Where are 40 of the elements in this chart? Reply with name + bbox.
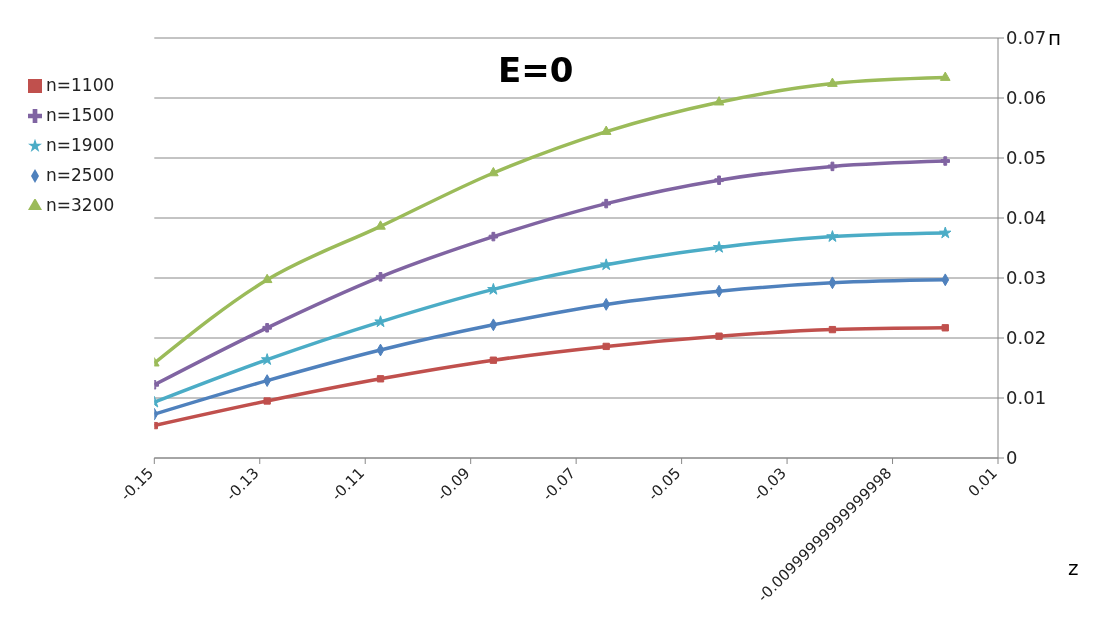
point — [940, 156, 951, 166]
legend-label: n=3200 — [46, 195, 115, 215]
point — [827, 161, 838, 172]
point — [602, 342, 610, 351]
y-tick-label: 0.06 — [1006, 87, 1047, 109]
point — [826, 230, 839, 242]
point — [939, 71, 951, 81]
point — [715, 332, 723, 340]
point — [488, 231, 499, 242]
point — [262, 323, 272, 333]
point — [714, 175, 724, 185]
y-tick-label: 0.04 — [1006, 207, 1047, 229]
point — [375, 272, 386, 282]
legend-label: n=1100 — [46, 75, 115, 95]
legend-label: n=2500 — [46, 165, 115, 185]
chart-title: E=0 — [498, 50, 574, 90]
point — [488, 166, 499, 177]
point — [489, 356, 498, 364]
point — [712, 240, 726, 253]
y-tick-label: 0.05 — [1006, 147, 1047, 169]
point — [260, 353, 274, 365]
y-tick-label: 0.03 — [1006, 267, 1047, 289]
y-tick-label: 0.07 — [1006, 27, 1047, 49]
y-tick-label: 0 — [1006, 447, 1018, 469]
point — [941, 324, 949, 332]
point — [713, 96, 725, 106]
point — [827, 77, 838, 87]
point — [600, 125, 612, 135]
y-tick-label: 0.01 — [1006, 387, 1047, 409]
point — [263, 397, 271, 405]
point — [376, 375, 385, 383]
legend-label: n=1500 — [46, 105, 115, 125]
legend-label: n=1900 — [46, 135, 115, 155]
point — [939, 226, 952, 239]
point — [375, 220, 386, 230]
x-axis-title: z — [1068, 556, 1079, 580]
y-axis-title: п — [1048, 26, 1062, 50]
point — [828, 325, 837, 334]
y-tick-label: 0.02 — [1006, 327, 1047, 349]
point — [601, 198, 611, 209]
